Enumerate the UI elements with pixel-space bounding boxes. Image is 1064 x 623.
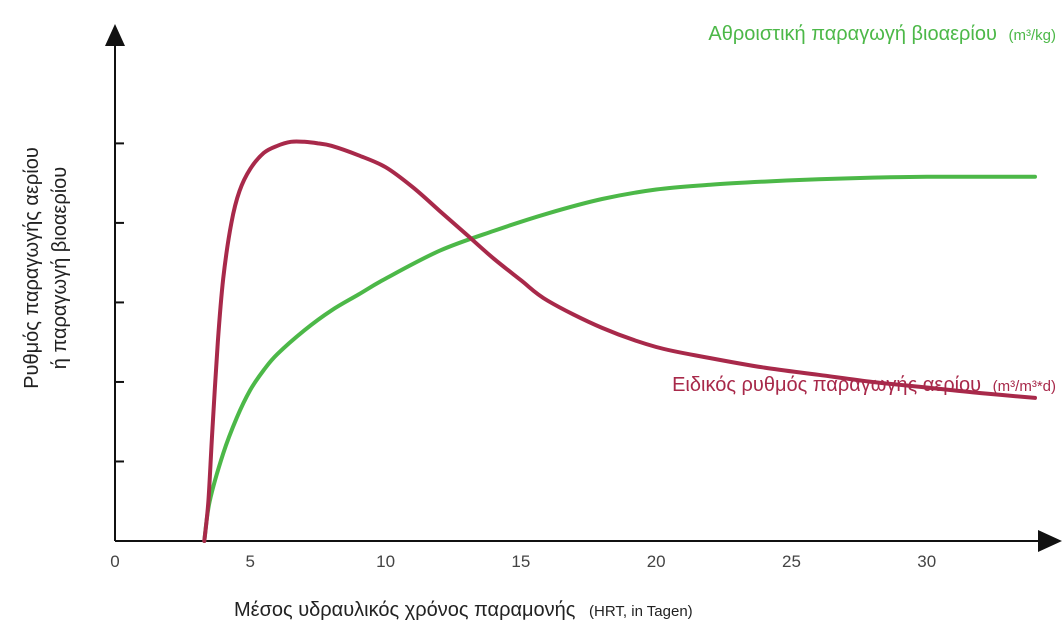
y-axis-label-line2: ή παραγωγή βιοαερίου (49, 167, 71, 369)
x-tick-label-30: 30 (917, 552, 936, 571)
x-tick-label-20: 20 (647, 552, 666, 571)
legend-label-specific-rate: Ειδικός ρυθμός παραγωγής αερίου (m³/m³*d… (672, 374, 1056, 396)
y-axis-label-line1: Ρυθμός παραγωγής αερίου (21, 147, 43, 389)
x-tick-label-5: 5 (246, 552, 255, 571)
y-ticks (115, 142, 124, 463)
series-line-specific-rate (202, 139, 1037, 543)
series-lines (202, 139, 1037, 543)
x-tick-label-25: 25 (782, 552, 801, 571)
x-axis-title: Μέσος υδραυλικός χρόνος παραμονής (HRT, … (234, 599, 693, 621)
x-tick-label-10: 10 (376, 552, 395, 571)
series-line-cumulative (202, 174, 1037, 543)
x-axis-label: Μέσος υδραυλικός χρόνος παραμονής (234, 599, 576, 621)
series-name-specific-rate: Ειδικός ρυθμός παραγωγής αερίου (672, 374, 981, 396)
legend-label-cumulative: Αθροιστική παραγωγή βιοαερίου (m³/kg) (708, 23, 1056, 45)
x-axis-arrow (1038, 530, 1062, 552)
series-unit-cumulative: (m³/kg) (1009, 27, 1057, 44)
x-axis-unit: (HRT, in Tagen) (589, 603, 693, 620)
series-name-cumulative: Αθροιστική παραγωγή βιοαερίου (708, 23, 997, 45)
x-tick-labels: 0 5 10 15 20 25 30 (110, 552, 936, 571)
axes (105, 24, 1062, 552)
series-unit-specific-rate: (m³/m³*d) (993, 378, 1056, 395)
y-axis-arrow (105, 24, 125, 46)
x-tick-label-15: 15 (511, 552, 530, 571)
x-tick-label-0: 0 (110, 552, 119, 571)
y-axis-title: Ρυθμός παραγωγής αερίου ή παραγωγή βιοαε… (21, 147, 71, 389)
